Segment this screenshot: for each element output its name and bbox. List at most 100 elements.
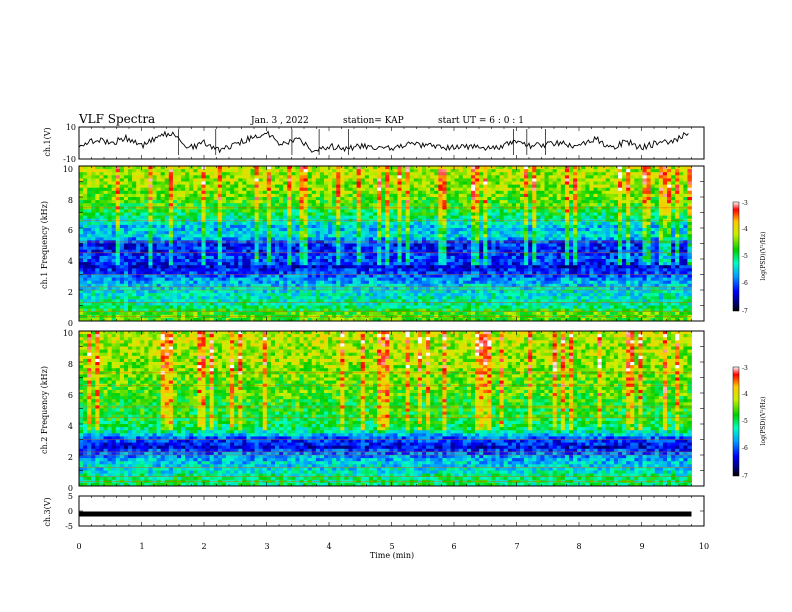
ch1-spectrogram-cell <box>164 200 170 204</box>
ch1-spectrogram-cell <box>434 271 439 275</box>
ch1-spectrogram-cell <box>409 184 415 189</box>
ch1-spectrogram-cell <box>381 299 386 303</box>
ch1-spectrogram-cell <box>119 175 125 179</box>
ch1-spectrogram-cell <box>368 221 374 226</box>
ch1-spectrogram-cell <box>393 169 398 173</box>
ch1-spectrogram-cell <box>152 277 157 282</box>
ch1-spectrogram-cell <box>132 231 137 235</box>
ch1-spectrogram-cell <box>348 228 353 232</box>
ch1-spectrogram-cell <box>434 228 439 232</box>
ch1-spectrogram-cell <box>450 280 456 285</box>
ch1-spectrogram-cell <box>148 224 153 229</box>
ch1-spectrogram-cell <box>177 215 182 220</box>
ch1-spectrogram-cell <box>291 231 296 235</box>
ch1-spectrogram-cell <box>430 299 435 303</box>
ch1-spectrogram-cell <box>95 169 100 173</box>
ch1-spectrogram-cell <box>246 274 251 278</box>
ch1-spectrogram-cell <box>348 255 353 260</box>
ch1-spectrogram-cell <box>324 237 329 241</box>
ch1-spectrogram-cell <box>352 169 358 173</box>
ch1-spectrogram-cell <box>193 228 198 232</box>
ch1-spectrogram-cell <box>242 224 247 229</box>
ch1-spectrogram-cell <box>254 200 260 204</box>
ch1-spectrogram-cell <box>352 280 358 285</box>
ch1-spectrogram-cell <box>454 246 460 251</box>
ch1-spectrogram-cell <box>458 286 464 291</box>
ch1-spectrogram-cell <box>87 197 92 201</box>
ch1-spectrogram-cell <box>99 283 104 288</box>
ch1-spectrogram-cell <box>128 237 133 241</box>
ch1-spectrogram-cell <box>197 200 202 204</box>
ch1-spectrogram-cell <box>91 243 96 247</box>
ch1-spectrogram-cell <box>193 249 198 254</box>
ch1-spectrogram-cell <box>315 246 321 251</box>
ch1-spectrogram-cell <box>279 197 284 201</box>
ch1-spectrogram-cell <box>181 290 186 294</box>
ch1-spectrogram-cell <box>79 181 84 185</box>
ch1-spectrogram-cell <box>409 255 415 260</box>
ch2-freq-tick-2: 2 <box>68 453 73 462</box>
ch2-cbar-tick-m6: -6 <box>742 445 748 452</box>
ch1-spectrogram-cell <box>201 169 206 173</box>
ch1-spectrogram-cell <box>336 243 341 247</box>
ch1-spectrogram-cell <box>389 224 394 229</box>
ch1-spectrogram-cell <box>99 215 104 220</box>
ch1-waveform-panel: 10 -10 ch.1(V) <box>43 123 76 164</box>
ch1-spectrogram-cell <box>413 305 419 309</box>
ch1-spectrogram-cell <box>156 237 162 241</box>
ch1-spectrogram-cell <box>238 212 243 216</box>
ch1-spectrogram-cell <box>291 299 296 303</box>
ch1-spectrogram-cell <box>287 237 292 241</box>
ch1-spectrogram-cell <box>275 249 280 254</box>
ch1-spectrogram-cell <box>364 172 370 176</box>
ch1-spectrogram-cell <box>295 243 300 247</box>
ch1-spectrogram-cell <box>311 308 317 313</box>
ch1-spectrogram-cell <box>283 243 288 247</box>
ch1-spectrogram-cell <box>193 277 198 282</box>
ch1-spectrogram-cell <box>230 286 235 291</box>
ch1-spectrogram-cell <box>434 166 439 170</box>
ch1-spectrogram-cell <box>324 166 329 170</box>
ch1-spectrogram-cell <box>123 231 129 235</box>
ch1-spectrogram-cell <box>393 259 398 263</box>
ch1-spectrogram-cell <box>393 274 398 278</box>
ch1-spectrogram-cell <box>103 190 108 195</box>
ch1-spectrogram-cell <box>189 221 194 226</box>
ch1-spectrogram-cell <box>205 175 211 179</box>
ch1-spectrogram-cell <box>422 243 427 247</box>
figure-title: VLF Spectra <box>78 112 155 126</box>
ch1-spectrogram-cell <box>189 181 194 185</box>
ch1-spectrogram-cell <box>95 175 100 179</box>
ch1-spectrogram-cell <box>446 265 451 269</box>
ch1-spectrogram-cell <box>417 308 423 313</box>
ch1-spectrogram-cell <box>254 290 260 294</box>
ch1-spectrogram-cell <box>132 243 137 247</box>
ch1-spectrogram-cell <box>221 311 227 316</box>
ch1-spectrogram-cell <box>442 259 447 263</box>
ch1-spectrogram-cell <box>340 193 345 198</box>
ch1-spectrogram-cell <box>209 259 215 263</box>
ch1-spectrogram-cell <box>258 228 264 232</box>
ch1-spectrogram-cell <box>307 268 313 272</box>
ch1-spectrogram-cell <box>303 293 309 297</box>
ch1-spectrogram-cell <box>262 286 268 291</box>
ch1-spectrogram-cell <box>458 255 464 260</box>
ch1-spectrogram-cell <box>164 308 170 313</box>
ch1-spectrogram-cell <box>242 299 247 303</box>
ch1-spectrogram-cell <box>148 197 153 201</box>
ch1-spectrogram-cell <box>103 234 108 238</box>
ch1-spectrogram-cell <box>307 190 313 195</box>
ch3-waveform-panel: ch.3(V) 5 0 -5 <box>43 492 73 531</box>
ch1-spectrogram-cell <box>83 299 88 303</box>
ch1-spectrogram-cell <box>295 231 300 235</box>
ch1-spectrogram-cell <box>389 268 394 272</box>
ch1-spectrogram-cell <box>266 228 272 232</box>
ch1-spectrogram-cell <box>189 231 194 235</box>
ch1-spectrogram-cell <box>185 305 190 309</box>
ch1-spectrogram-cell <box>368 271 374 275</box>
ch1-spectrogram-cell <box>172 259 178 263</box>
ch1-spectrogram-cell <box>364 224 370 229</box>
ch1-spectrogram-cell <box>319 283 325 288</box>
ch1-spectrogram-cell <box>144 271 149 275</box>
ch1-spectrogram-cell <box>466 280 472 285</box>
